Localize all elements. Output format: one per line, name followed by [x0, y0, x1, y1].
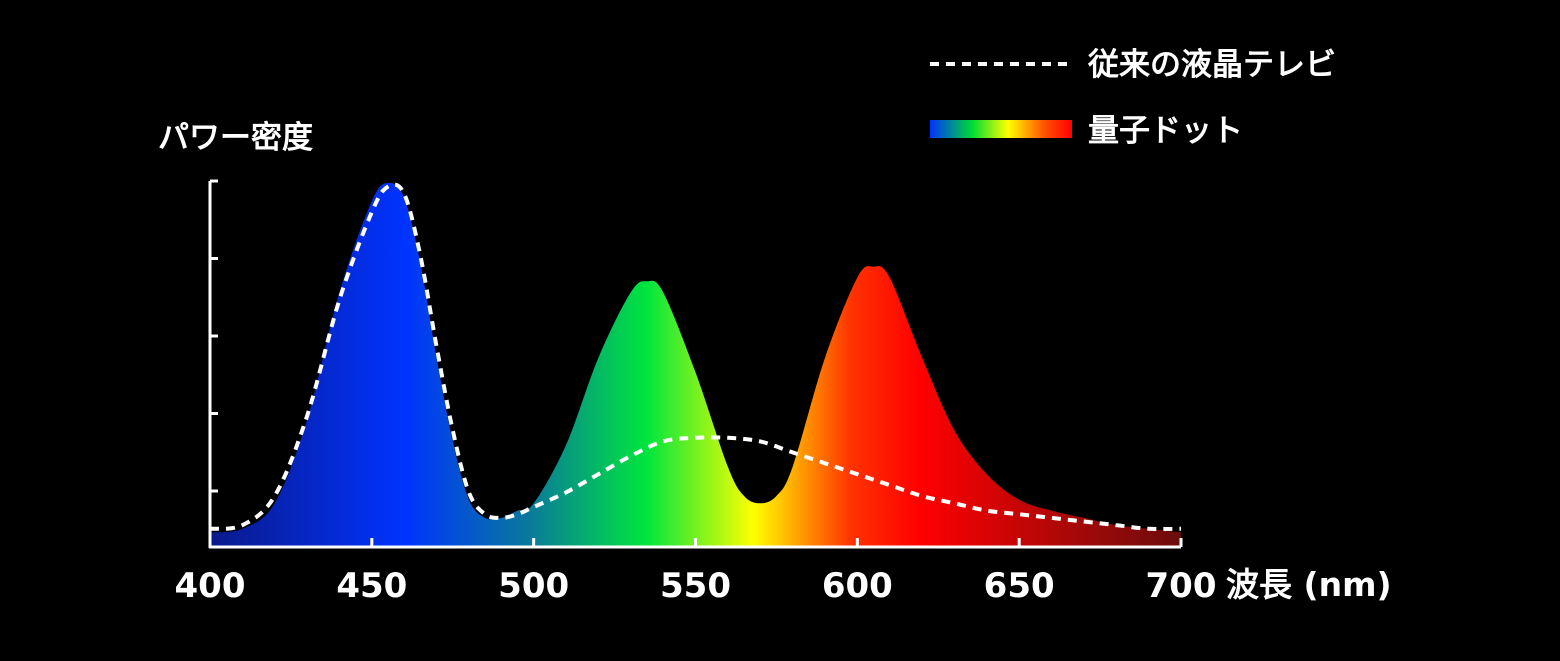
x-tick-label: 550: [660, 566, 731, 606]
y-ticks: [210, 179, 218, 493]
x-tick-label: 450: [336, 566, 407, 606]
legend-label-quantum-dot: 量子ドット: [1088, 113, 1243, 149]
x-tick-label: 400: [175, 566, 246, 606]
x-tick-label: 600: [822, 566, 893, 606]
legend-swatch-quantum-dot: [930, 120, 1072, 138]
x-ticks: 400 450 500 550 600 650 700: [175, 538, 1217, 606]
legend-label-conventional-lcd: 従来の液晶テレビ: [1087, 47, 1336, 83]
legend: 従来の液晶テレビ 量子ドット: [930, 47, 1336, 149]
y-axis-label: パワー密度: [158, 120, 313, 156]
series-conventional-lcd-line: [209, 182, 1182, 532]
x-tick-label: 500: [498, 566, 569, 606]
x-axis-label: 波長 (nm): [1226, 565, 1392, 604]
x-tick-label: 700: [1146, 566, 1217, 606]
series-quantum-dot-area: [210, 182, 1181, 548]
x-tick-label: 650: [984, 566, 1055, 606]
